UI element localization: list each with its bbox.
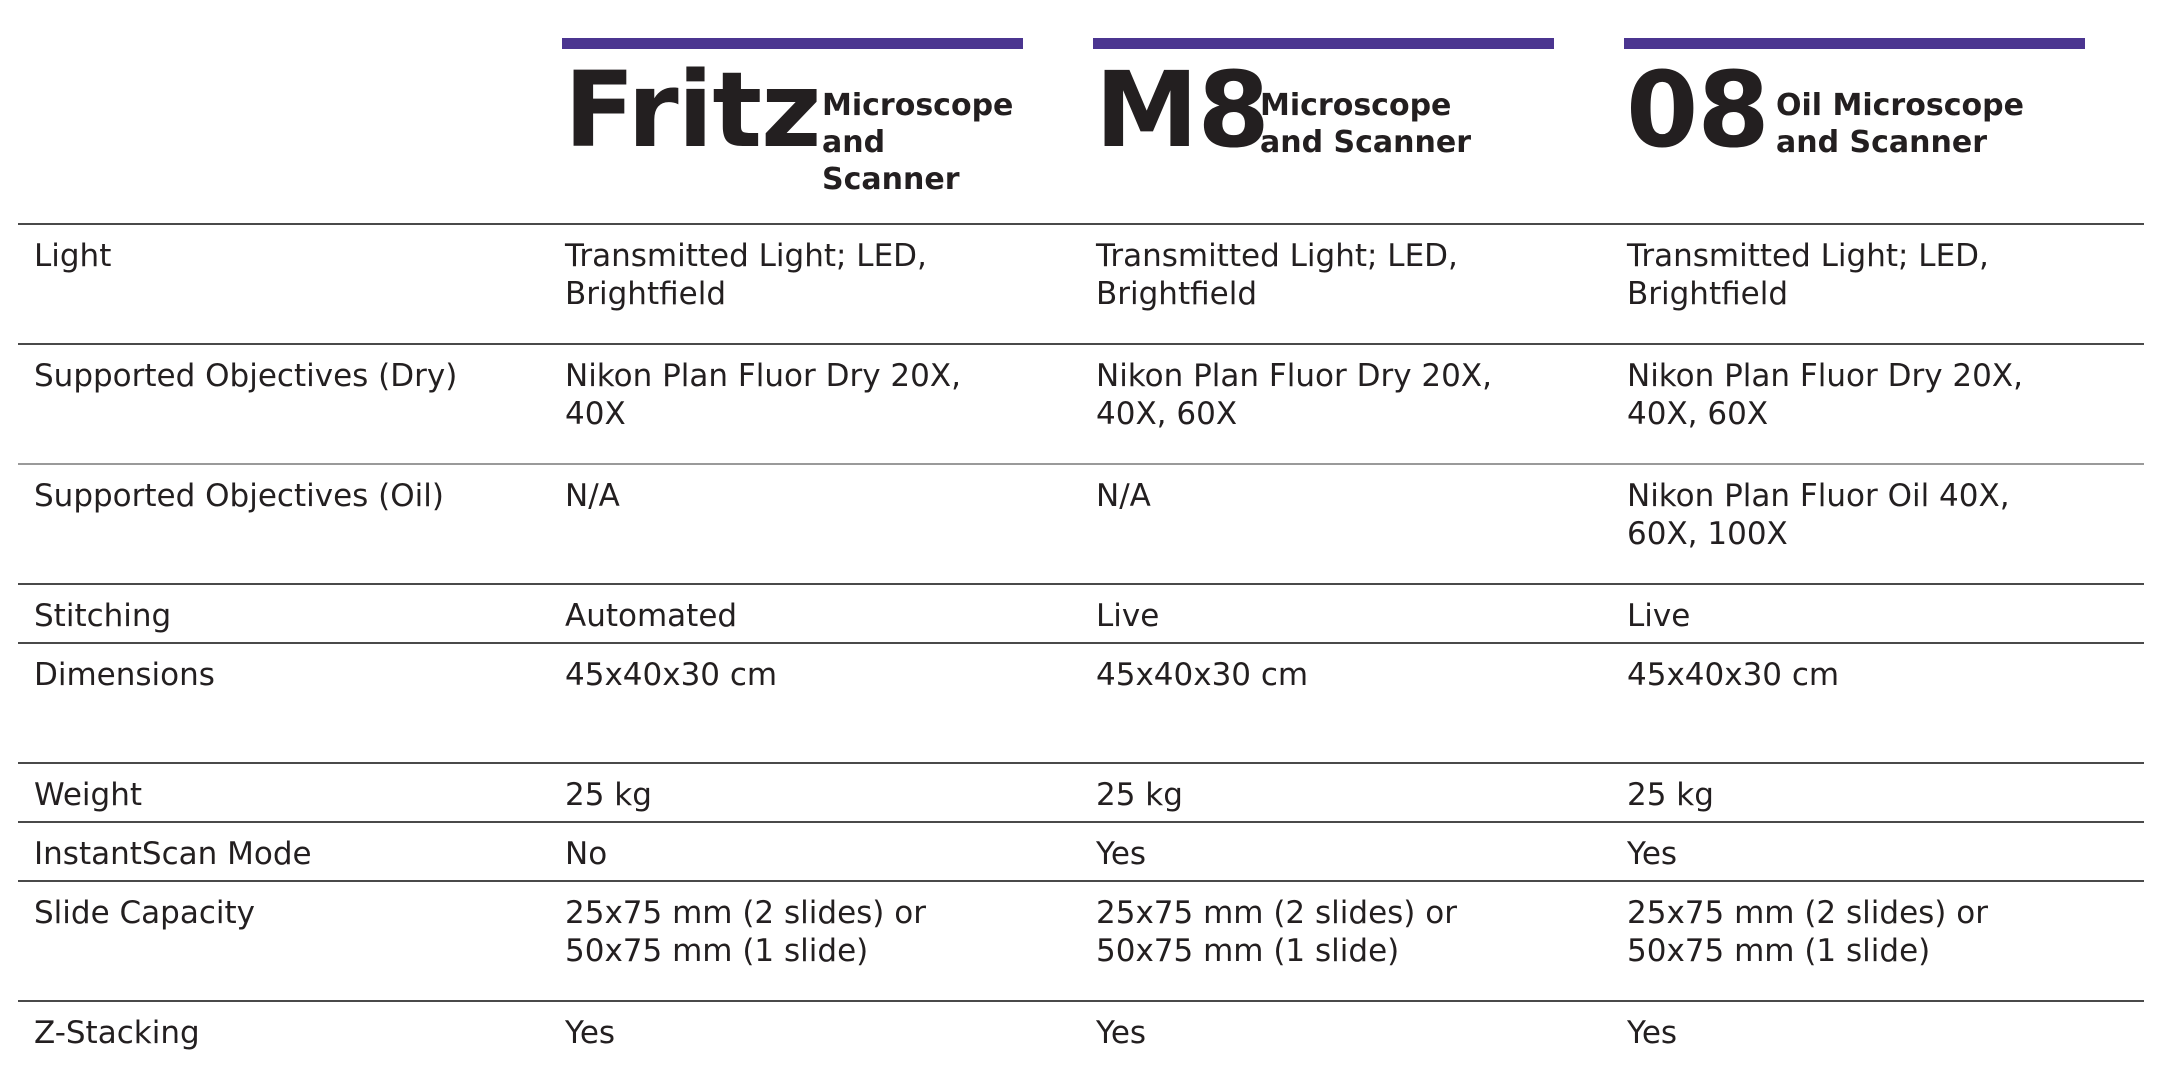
product-model-name: M8 <box>1095 49 1270 171</box>
spec-label: Z-Stacking <box>34 1015 200 1051</box>
spec-value-fritz: N/A <box>565 478 620 514</box>
spec-label: Dimensions <box>34 657 215 693</box>
spec-label: InstantScan Mode <box>34 836 312 872</box>
product-header-m8: M8 Microscope and Scanner <box>1093 38 1554 178</box>
spec-value-08: 45x40x30 cm <box>1627 657 1840 693</box>
spec-value-fritz: 25x75 mm (2 slides) or 50x75 mm (1 slide… <box>565 895 926 969</box>
spec-value-m8: Live <box>1096 598 1160 634</box>
spec-label: Light <box>34 238 112 274</box>
spec-row-light: Light Transmitted Light; LED, Brightfiel… <box>18 225 2144 345</box>
spec-value-08: 25x75 mm (2 slides) or 50x75 mm (1 slide… <box>1627 895 1988 969</box>
spec-value-08: Live <box>1627 598 1691 634</box>
spec-value-08: Nikon Plan Fluor Dry 20X, 40X, 60X <box>1627 358 2023 432</box>
spec-row-instantscan: InstantScan Mode No Yes Yes <box>18 823 2144 882</box>
spec-label: Supported Objectives (Oil) <box>34 478 444 514</box>
spec-value-fritz: Transmitted Light; LED, Brightfield <box>565 238 927 312</box>
product-subtitle: Microscope and Scanner <box>822 88 1014 197</box>
spec-value-08: Transmitted Light; LED, Brightfield <box>1627 238 1989 312</box>
spec-value-fritz: Automated <box>565 598 738 634</box>
spec-row-stitching: Stitching Automated Live Live <box>18 585 2144 644</box>
spec-value-08: 25 kg <box>1627 777 1714 813</box>
product-subtitle: Oil Microscope and Scanner <box>1776 88 2024 160</box>
spec-row-objectives-oil: Supported Objectives (Oil) N/A N/A Nikon… <box>18 465 2144 585</box>
spec-value-m8: 25 kg <box>1096 777 1183 813</box>
spec-row-z-stacking: Z-Stacking Yes Yes Yes <box>18 1002 2144 1067</box>
product-subtitle: Microscope and Scanner <box>1260 88 1472 160</box>
spec-row-dimensions: Dimensions 45x40x30 cm 45x40x30 cm 45x40… <box>18 644 2144 764</box>
spec-value-fritz: No <box>565 836 608 872</box>
spec-value-m8: 45x40x30 cm <box>1096 657 1309 693</box>
product-model-name: Fritz <box>564 49 822 171</box>
product-header-08: 08 Oil Microscope and Scanner <box>1624 38 2085 178</box>
spec-value-m8: 25x75 mm (2 slides) or 50x75 mm (1 slide… <box>1096 895 1457 969</box>
spec-value-08: Nikon Plan Fluor Oil 40X, 60X, 100X <box>1627 478 2010 552</box>
accent-bar <box>1624 38 2085 49</box>
spec-value-08: Yes <box>1627 1015 1678 1051</box>
spec-value-m8: Yes <box>1096 1015 1147 1051</box>
spec-label: Slide Capacity <box>34 895 255 931</box>
spec-value-m8: N/A <box>1096 478 1151 514</box>
spec-label: Stitching <box>34 598 172 634</box>
spec-value-08: Yes <box>1627 836 1678 872</box>
spec-value-fritz: 45x40x30 cm <box>565 657 778 693</box>
spec-label: Supported Objectives (Dry) <box>34 358 458 394</box>
spec-value-fritz: Yes <box>565 1015 616 1051</box>
spec-value-fritz: 25 kg <box>565 777 652 813</box>
spec-row-weight: Weight 25 kg 25 kg 25 kg <box>18 764 2144 823</box>
spec-value-m8: Nikon Plan Fluor Dry 20X, 40X, 60X <box>1096 358 1492 432</box>
spec-value-m8: Transmitted Light; LED, Brightfield <box>1096 238 1458 312</box>
accent-bar <box>562 38 1023 49</box>
product-header-fritz: Fritz Microscope and Scanner <box>562 38 1023 197</box>
accent-bar <box>1093 38 1554 49</box>
spec-label: Weight <box>34 777 143 813</box>
product-model-name: 08 <box>1626 49 1770 171</box>
spec-value-fritz: Nikon Plan Fluor Dry 20X, 40X <box>565 358 961 432</box>
spec-row-slide-capacity: Slide Capacity 25x75 mm (2 slides) or 50… <box>18 882 2144 1002</box>
spec-comparison-table: Light Transmitted Light; LED, Brightfiel… <box>18 223 2144 1067</box>
spec-row-objectives-dry: Supported Objectives (Dry) Nikon Plan Fl… <box>18 345 2144 465</box>
spec-value-m8: Yes <box>1096 836 1147 872</box>
